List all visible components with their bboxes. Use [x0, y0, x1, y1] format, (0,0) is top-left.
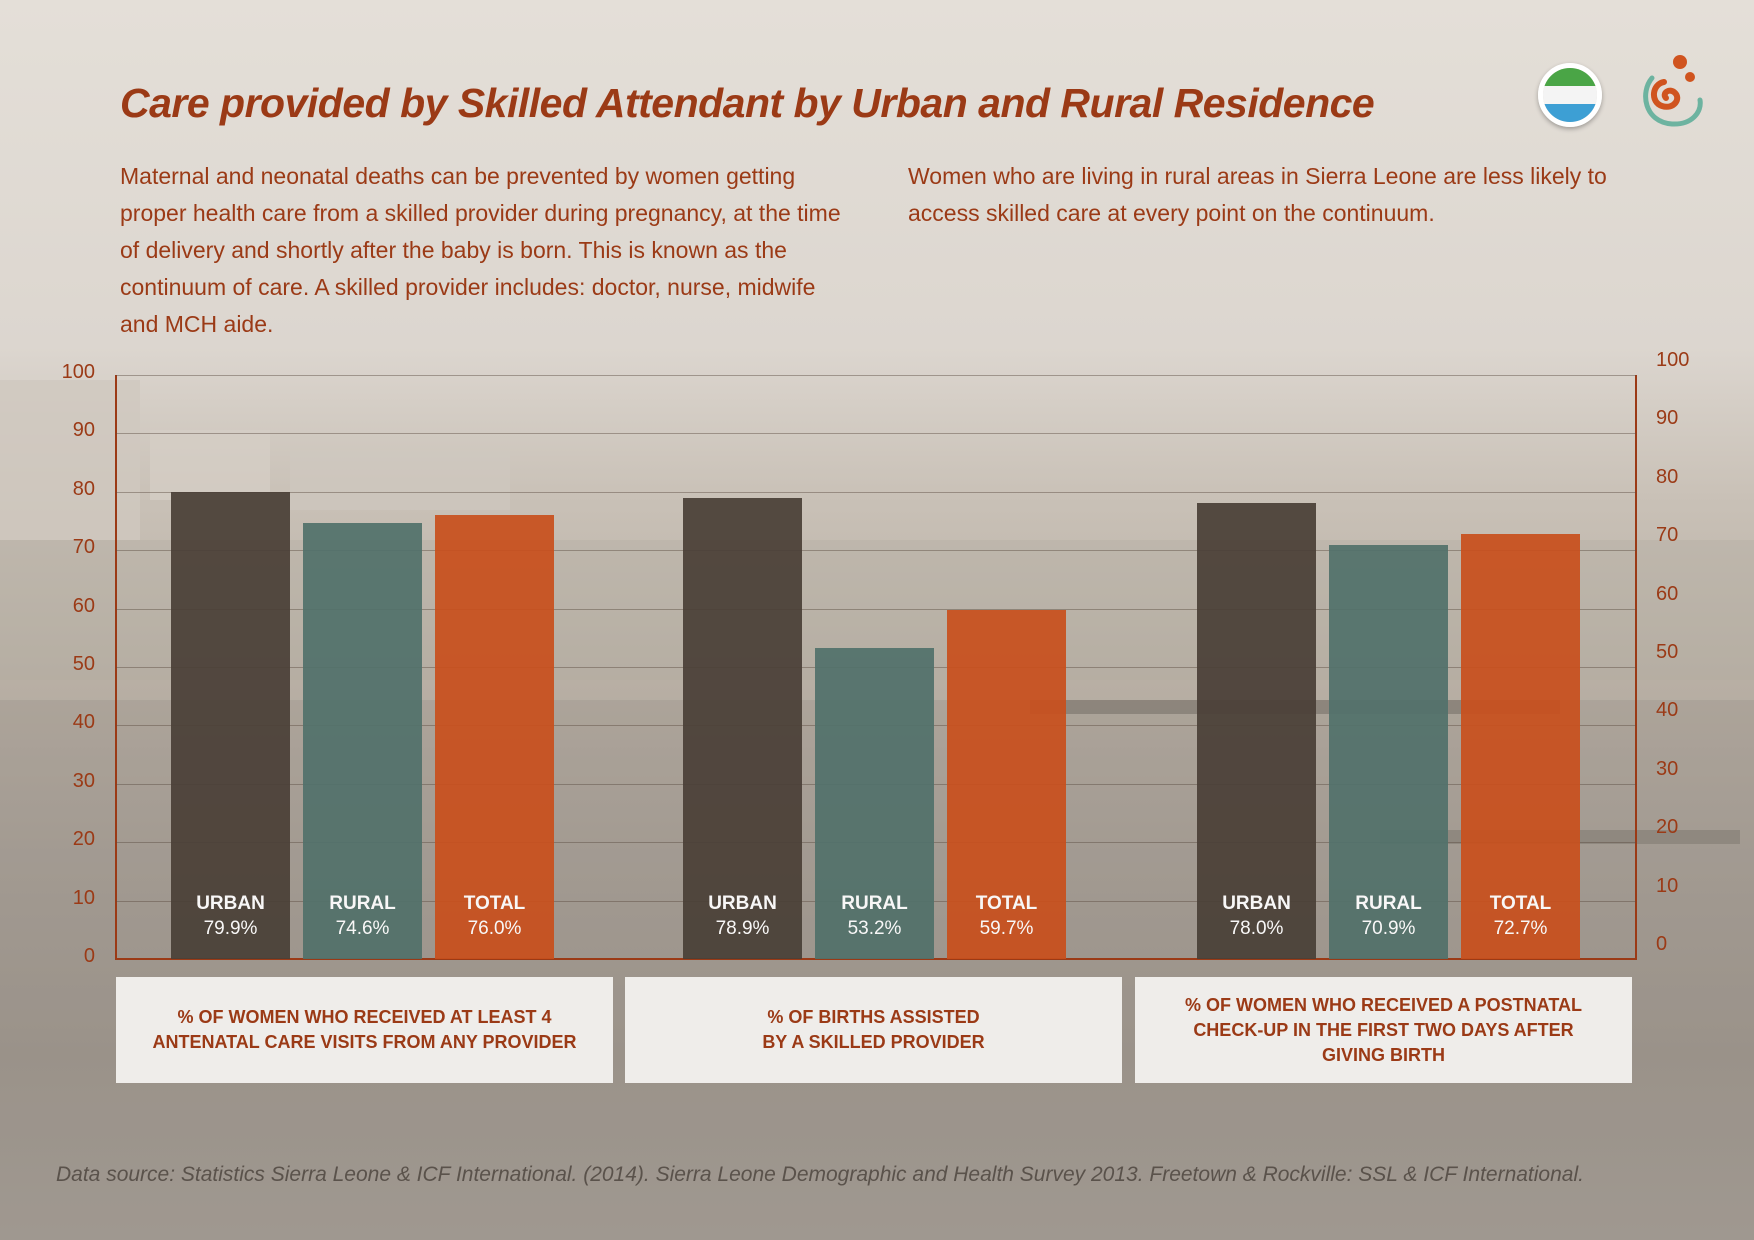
- bar-series-name: RURAL: [329, 893, 396, 914]
- bar-data-label: TOTAL 72.7%: [1461, 891, 1580, 941]
- bar-value: 74.6%: [335, 918, 390, 939]
- category-label-box: % OF BIRTHS ASSISTED BY A SKILLED PROVID…: [625, 977, 1122, 1083]
- category-label: % OF WOMEN WHO RECEIVED AT LEAST 4 ANTEN…: [152, 1007, 577, 1052]
- bar-total: TOTAL 76.0%: [435, 515, 554, 959]
- category-label-box: % OF WOMEN WHO RECEIVED A POSTNATAL CHEC…: [1135, 977, 1632, 1083]
- bar-value: 53.2%: [847, 918, 902, 939]
- bar-urban: URBAN 79.9%: [171, 492, 290, 959]
- sierra-leone-flag-icon: [1538, 63, 1602, 127]
- bar-total: TOTAL 59.7%: [947, 610, 1066, 959]
- category-label-box: % OF WOMEN WHO RECEIVED AT LEAST 4 ANTEN…: [116, 977, 613, 1083]
- bar-rural: RURAL 70.9%: [1329, 544, 1448, 959]
- y-tick-label-right: 100: [1656, 349, 1690, 371]
- y-tick-label-left: 30: [72, 769, 95, 792]
- gridline: [116, 375, 1636, 376]
- intro-left-text: Maternal and neonatal deaths can be prev…: [120, 163, 841, 337]
- gridline: [116, 550, 1636, 552]
- y-tick-label-right: 80: [1656, 465, 1679, 488]
- bar-data-label: TOTAL 76.0%: [435, 891, 554, 941]
- y-tick-label-left: 90: [72, 419, 95, 442]
- gridline: [116, 433, 1636, 435]
- bar-data-label: RURAL 53.2%: [815, 891, 934, 941]
- bar-value: 79.9%: [203, 918, 258, 939]
- bar-urban: URBAN 78.9%: [683, 498, 802, 959]
- y-tick-label-right: 0: [1656, 933, 1668, 955]
- bar-total: TOTAL 72.7%: [1461, 534, 1580, 959]
- y-tick-label-left: 40: [72, 711, 95, 734]
- y-tick-label-left: 80: [72, 477, 95, 500]
- y-tick-label-right: 60: [1656, 582, 1679, 605]
- bar-series-name: TOTAL: [975, 893, 1038, 914]
- y-tick-label-left: 20: [72, 828, 95, 851]
- gridline: [116, 608, 1636, 610]
- bar-rural: RURAL 74.6%: [303, 523, 422, 959]
- bar-urban: URBAN 78.0%: [1197, 503, 1316, 959]
- y-tick-label-right: 10: [1656, 874, 1679, 897]
- y-tick-label-left: 0: [83, 945, 95, 967]
- y-tick-label-right: 70: [1656, 524, 1679, 547]
- mother-child-logo-icon: [1643, 55, 1703, 127]
- y-tick-label-left: 100: [61, 361, 95, 383]
- bar-rural: RURAL 53.2%: [815, 648, 934, 959]
- category-label: % OF WOMEN WHO RECEIVED A POSTNATAL CHEC…: [1185, 994, 1582, 1065]
- y-tick-label-left: 10: [72, 886, 95, 909]
- y-axis-left: [115, 375, 117, 960]
- y-tick-label-left: 50: [72, 653, 95, 675]
- y-tick-label-right: 30: [1656, 757, 1679, 780]
- y-tick-label-right: 90: [1656, 407, 1679, 430]
- bar-series-name: TOTAL: [1489, 893, 1552, 914]
- bar-value: 70.9%: [1361, 918, 1416, 939]
- x-axis: [115, 958, 1637, 960]
- bar-series-name: RURAL: [1355, 893, 1422, 914]
- y-tick-label-left: 70: [72, 536, 95, 559]
- data-source: Data source: Statistics Sierra Leone & I…: [56, 1163, 1584, 1186]
- y-tick-label-left: 60: [72, 594, 95, 617]
- y-axis-right: [1635, 375, 1637, 960]
- bar-series-name: URBAN: [1222, 893, 1291, 914]
- bar-data-label: RURAL 74.6%: [303, 891, 422, 941]
- y-tick-label-right: 20: [1656, 816, 1679, 839]
- bar-series-name: URBAN: [708, 893, 777, 914]
- bar-value: 78.9%: [715, 918, 770, 939]
- bar-data-label: URBAN 78.9%: [683, 891, 802, 941]
- y-tick-label-right: 40: [1656, 699, 1679, 722]
- bar-value: 76.0%: [467, 918, 522, 939]
- page-title: Care provided by Skilled Attendant by Ur…: [120, 80, 1375, 126]
- bar-data-label: RURAL 70.9%: [1329, 891, 1448, 941]
- bar-series-name: URBAN: [196, 893, 265, 914]
- category-label: % OF BIRTHS ASSISTED BY A SKILLED PROVID…: [762, 1007, 985, 1052]
- intro-right-text: Women who are living in rural areas in S…: [908, 163, 1607, 226]
- bar-value: 78.0%: [1229, 918, 1284, 939]
- bar-series-name: RURAL: [841, 893, 908, 914]
- bar-series-name: TOTAL: [463, 893, 526, 914]
- bar-data-label: TOTAL 59.7%: [947, 891, 1066, 941]
- gridline: [116, 491, 1636, 493]
- bar-data-label: URBAN 78.0%: [1197, 891, 1316, 941]
- bar-value: 59.7%: [979, 918, 1034, 939]
- bar-value: 72.7%: [1493, 918, 1548, 939]
- bar-data-label: URBAN 79.9%: [171, 891, 290, 941]
- y-tick-label-right: 50: [1656, 641, 1679, 663]
